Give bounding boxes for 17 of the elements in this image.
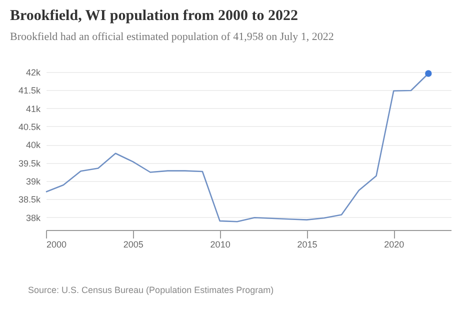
y-tick-label: 41k — [26, 104, 41, 114]
x-tick-label: 2015 — [297, 240, 318, 250]
y-tick-label: 42k — [26, 68, 41, 78]
y-tick-label: 40.5k — [18, 122, 41, 132]
y-tick-label: 39.5k — [18, 158, 41, 168]
chart-subtitle: Brookfield had an official estimated population of 41,958 on July 1, 2022 — [10, 31, 334, 43]
chart-title: Brookfield, WI population from 2000 to 2022 — [10, 8, 298, 24]
source-note: Source: U.S. Census Bureau (Population Estimates Program) — [28, 285, 274, 295]
y-tick-label: 38k — [26, 212, 41, 223]
y-tick-label: 40k — [26, 140, 41, 150]
x-tick-label: 2000 — [46, 240, 67, 250]
x-tick-label: 2010 — [210, 240, 230, 250]
y-tick-label: 38.5k — [18, 194, 41, 205]
y-tick-label: 39k — [26, 176, 41, 186]
x-tick-label: 2020 — [384, 240, 404, 250]
x-tick-label: 2005 — [123, 240, 144, 250]
y-tick-label: 41.5k — [18, 86, 41, 96]
